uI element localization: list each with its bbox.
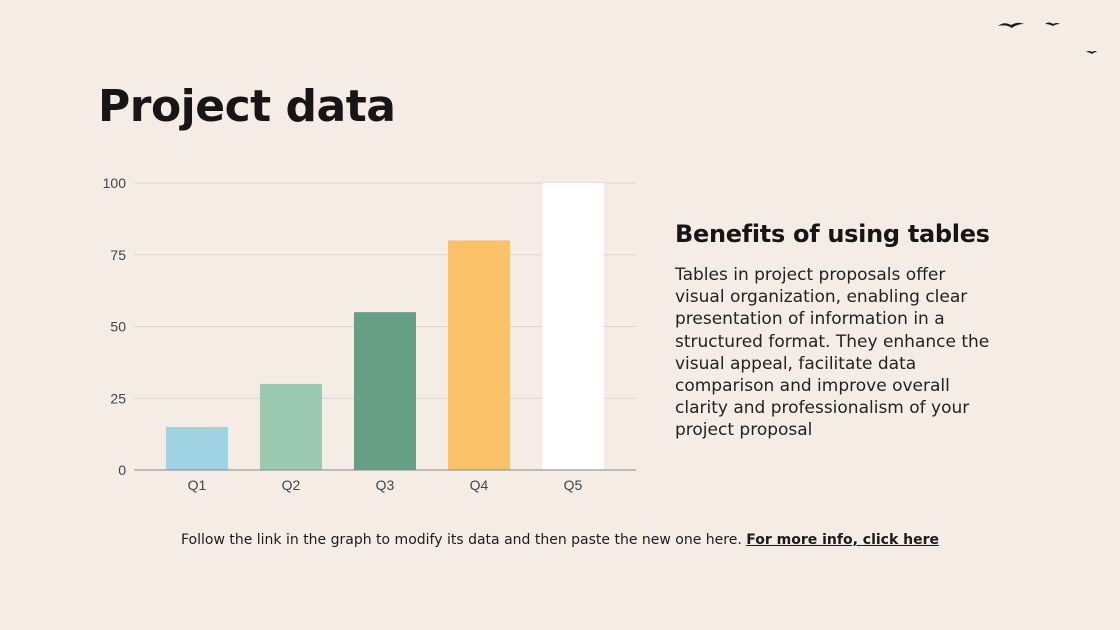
- birds-icon: [998, 22, 1097, 54]
- x-tick-label: Q3: [376, 477, 395, 493]
- bar-q3: [354, 312, 416, 470]
- y-tick-label: 50: [110, 319, 126, 335]
- benefits-heading: Benefits of using tables: [675, 220, 990, 248]
- bar-chart: 0 25 50 75 100 Q1 Q2 Q3 Q4 Q5: [103, 175, 636, 493]
- more-info-link[interactable]: For more info, click here: [746, 532, 940, 548]
- x-tick-label: Q4: [470, 477, 489, 493]
- benefits-panel: Benefits of using tables Tables in proje…: [675, 218, 995, 442]
- x-tick-label: Q2: [282, 477, 301, 493]
- y-tick-label: 75: [110, 247, 126, 263]
- y-tick-label: 0: [118, 462, 126, 478]
- footer-note: Follow the link in the graph to modify i…: [0, 530, 1120, 550]
- y-tick-label: 25: [110, 390, 126, 406]
- y-tick-label: 100: [103, 175, 127, 191]
- benefits-text: Tables in project proposals offer visual…: [675, 265, 990, 441]
- footer-text: Follow the link in the graph to modify i…: [180, 532, 742, 548]
- bar-q4: [448, 240, 510, 470]
- bar-q5: [542, 183, 604, 470]
- x-tick-label: Q1: [188, 477, 207, 493]
- page-title: Project data: [98, 81, 396, 132]
- x-tick-label: Q5: [564, 477, 583, 493]
- bar-q1: [166, 426, 228, 470]
- bar-q2: [260, 383, 322, 470]
